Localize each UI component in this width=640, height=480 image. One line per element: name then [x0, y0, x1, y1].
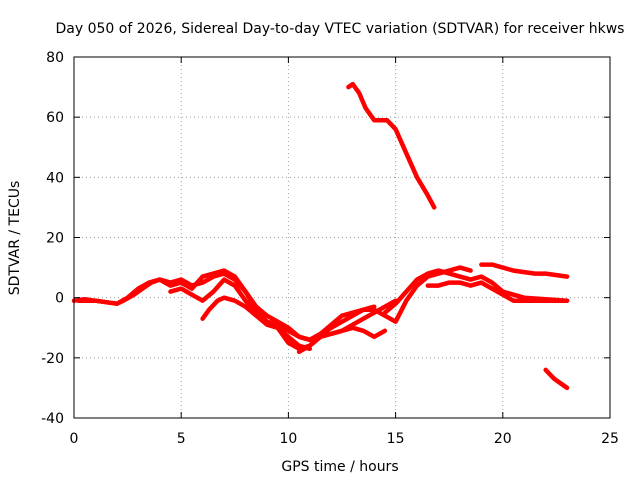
x-tick-label: 15 [387, 431, 405, 447]
y-tick-label: 40 [46, 170, 64, 186]
x-axis-label: GPS time / hours [281, 459, 398, 475]
series-line-track-7 [425, 280, 570, 303]
series-line-track-3 [168, 277, 388, 343]
y-tick-label: 60 [46, 110, 64, 126]
y-tick-label: -40 [41, 411, 64, 427]
x-tick-label: 25 [601, 431, 619, 447]
x-tick-label: 5 [177, 431, 186, 447]
chart-title: Day 050 of 2026, Sidereal Day-to-day VTE… [56, 21, 625, 37]
x-tick-label: 0 [70, 431, 79, 447]
x-tick-label: 10 [279, 431, 297, 447]
y-tick-label: 80 [46, 50, 64, 66]
grid [74, 57, 610, 418]
axis-ticks: 0 5 10 15 20 25 -40 -20 0 20 40 60 80 [41, 50, 619, 447]
data-series [71, 81, 570, 391]
y-tick-label: 20 [46, 231, 64, 247]
y-axis-label: SDTVAR / TECUs [7, 181, 23, 296]
y-tick-label: 0 [55, 291, 64, 307]
series-line-track-9 [346, 81, 437, 210]
series-line-track-10 [543, 367, 570, 391]
series-line-track-4 [200, 295, 313, 352]
series-line-track-6 [382, 268, 570, 315]
series-line-track-8 [479, 262, 570, 279]
y-tick-label: -20 [41, 351, 64, 367]
x-tick-label: 20 [494, 431, 512, 447]
